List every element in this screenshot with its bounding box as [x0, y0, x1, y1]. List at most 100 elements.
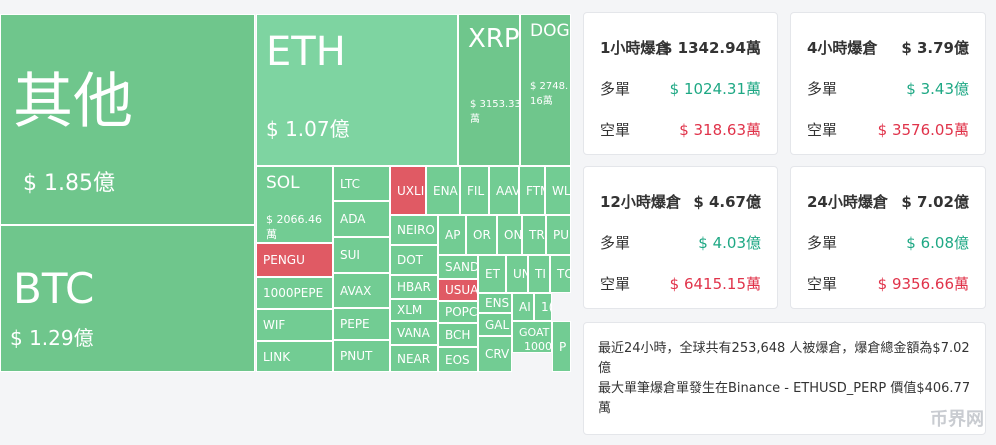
- treemap-tile: LINK: [256, 341, 333, 372]
- treemap-tile: UXLI: [390, 166, 426, 215]
- tile-label: SAND: [445, 260, 478, 274]
- stat-value: $ 4.03億: [698, 234, 761, 252]
- stat-card: 12小時爆倉 $ 4.67億 多單 $ 4.03億 空單 $ 6415.15萬: [583, 166, 778, 309]
- treemap-tile: SAND: [438, 255, 478, 279]
- stat-value: $ 1024.31萬: [669, 80, 761, 98]
- tile-label: DOT: [397, 253, 424, 267]
- stat-label: 24小時爆倉: [807, 193, 888, 211]
- stat-row: 4小時爆倉 $ 3.79億: [807, 37, 969, 57]
- treemap-tile: TI: [528, 255, 550, 293]
- stat-value: $ 3.79億: [901, 39, 969, 57]
- stat-row: 多單 $ 4.03億: [600, 232, 761, 252]
- stat-row: 空單 $ 9356.66萬: [807, 273, 969, 293]
- treemap-tile: ENS: [478, 293, 512, 313]
- treemap-tile: AI: [512, 293, 534, 321]
- tile-value: $ 2748.16萬: [530, 81, 569, 107]
- stat-row: 多單 $ 1024.31萬: [600, 78, 761, 98]
- tile-label: OR: [473, 228, 491, 242]
- treemap-tile: DOT: [390, 245, 438, 275]
- tile-label: 1000PEPE: [263, 286, 324, 300]
- tile-label: NEAR: [397, 351, 431, 366]
- treemap-tile: TR: [522, 215, 546, 255]
- tile-label: DOG: [530, 21, 570, 41]
- tile-label: PNUT: [340, 349, 373, 363]
- tile-value: $ 1.07億: [266, 117, 350, 141]
- treemap-tile: AP: [438, 215, 466, 255]
- stat-label: 多單: [600, 80, 631, 98]
- treemap-tile: EOS: [438, 347, 478, 372]
- treemap-tile: LTC: [333, 166, 390, 201]
- tile-label: PU: [553, 228, 570, 242]
- treemap-tile: WIF: [256, 309, 333, 341]
- stat-card: 4小時爆倉 $ 3.79億 多單 $ 3.43億 空單 $ 3576.05萬: [790, 12, 986, 155]
- treemap-tile: FIL: [460, 166, 489, 215]
- tile-label: PENGU: [263, 253, 305, 267]
- tile-label: PEPE: [340, 317, 370, 331]
- tile-label: EOS: [445, 352, 470, 367]
- tile-label: GAL: [485, 317, 510, 332]
- stat-label: 空單: [807, 275, 838, 293]
- tile-label: TO: [557, 267, 570, 281]
- tile-label: WIF: [263, 318, 286, 332]
- tile-label: CRV: [485, 347, 510, 361]
- tile-label: ENA: [433, 183, 458, 198]
- tile-label: ADA: [340, 212, 366, 226]
- stat-label: 12小時爆倉: [600, 193, 681, 211]
- stat-value: $ 6.08億: [906, 234, 969, 252]
- tile-label: FTM: [526, 183, 544, 198]
- treemap-tile: AVAX: [333, 273, 390, 308]
- stat-label: 空單: [600, 121, 631, 139]
- stat-row: 空單 $ 318.63萬: [600, 119, 761, 139]
- treemap-tile: GAL: [478, 313, 512, 336]
- treemap: 其他 $ 1.85億 BTC $ 1.29億 ETH $ 1.07億 XRP $ 3153.3…: [0, 14, 571, 372]
- treemap-tile: FTM: [519, 166, 545, 215]
- tile-label: WL: [552, 183, 571, 198]
- tile-label: AVAX: [340, 283, 372, 298]
- stat-value: $ 7.02億: [901, 193, 969, 211]
- treemap-tile: ETH $ 1.07億: [256, 14, 458, 166]
- tile-value: $ 2066.46萬: [266, 213, 322, 241]
- treemap-tile: ADA: [333, 201, 390, 237]
- stat-row: 多單 $ 3.43億: [807, 78, 969, 98]
- treemap-tile: POPC: [438, 301, 478, 323]
- tile-value: $ 1.85億: [23, 171, 115, 196]
- treemap-tile: HBAR: [390, 275, 438, 299]
- treemap-tile: SOL $ 2066.46萬: [256, 166, 333, 243]
- tile-label: BCH: [445, 328, 471, 342]
- tile-label: UXLI: [397, 183, 425, 198]
- tile-label: SUI: [340, 248, 360, 262]
- tile-label: ON: [504, 228, 522, 242]
- stat-row: 12小時爆倉 $ 4.67億: [600, 191, 761, 211]
- tile-label: ET: [485, 267, 500, 281]
- tile-label: ENS: [485, 296, 510, 310]
- treemap-tile: 其他 $ 1.85億: [0, 14, 255, 225]
- treemap-tile: VANA: [390, 321, 438, 345]
- tile-label: BTC: [13, 264, 95, 313]
- tile-label: ETH: [266, 29, 346, 75]
- tile-label: TR: [529, 228, 545, 242]
- tile-label: UN: [513, 267, 527, 281]
- stat-label: 多單: [807, 80, 838, 98]
- tile-label: USUA: [445, 283, 478, 297]
- summary-line: 最大單筆爆倉單發生在Binance - ETHUSD_PERP 價值$406.7…: [598, 381, 971, 416]
- summary-line: 最近24小時，全球共有253,648 人被爆倉，爆倉總金額為$7.02億: [598, 341, 970, 376]
- stat-row: 24小時爆倉 $ 7.02億: [807, 191, 969, 211]
- stat-label: 4小時爆倉: [807, 39, 878, 57]
- stat-value: $ 318.63萬: [679, 121, 761, 139]
- tile-label: POPC: [445, 305, 478, 319]
- stat-value: $ 3.43億: [906, 80, 969, 98]
- treemap-tile: ET: [478, 255, 506, 293]
- tile-value: 10000: [524, 340, 552, 353]
- tile-value: $ 1.29億: [10, 326, 94, 350]
- tile-label: 1(: [541, 300, 551, 314]
- treemap-tile: XLM: [390, 299, 438, 321]
- treemap-tile: BTC $ 1.29億: [0, 225, 255, 372]
- treemap-tile: ENA: [426, 166, 460, 215]
- tile-label: LINK: [263, 349, 291, 364]
- treemap-tile: BCH: [438, 323, 478, 347]
- tile-label: FIL: [467, 183, 485, 198]
- tile-label: VANA: [397, 326, 430, 340]
- stat-value: $ 4.67億: [693, 193, 761, 211]
- stat-label: 多單: [807, 234, 838, 252]
